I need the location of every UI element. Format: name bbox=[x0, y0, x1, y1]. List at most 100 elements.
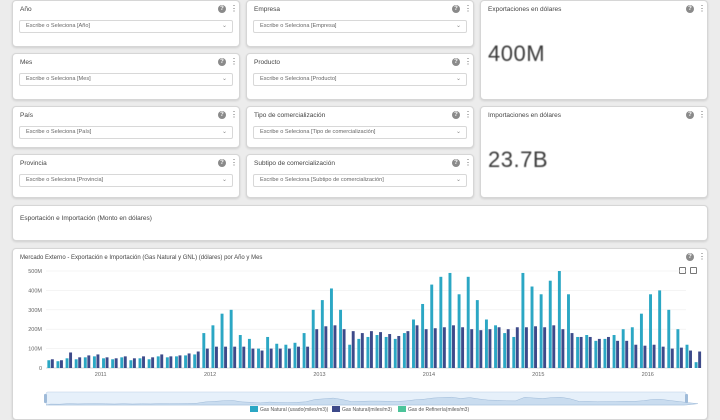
bar-series-1[interactable] bbox=[621, 329, 625, 368]
bar-series-2[interactable] bbox=[242, 346, 246, 368]
chevron-down-icon[interactable]: ⌄ bbox=[455, 177, 461, 183]
info-icon[interactable]: ? bbox=[218, 58, 226, 66]
bar-series-1[interactable] bbox=[257, 348, 260, 368]
bar-series-2[interactable] bbox=[123, 356, 127, 368]
info-icon[interactable]: ? bbox=[686, 5, 694, 13]
bar-series-1[interactable] bbox=[65, 358, 69, 368]
bar-series-1[interactable] bbox=[585, 335, 589, 368]
chevron-down-icon[interactable]: ⌄ bbox=[221, 76, 227, 82]
bar-series-1[interactable] bbox=[439, 276, 443, 368]
bar-series-1[interactable] bbox=[302, 333, 306, 368]
bar-series-2[interactable] bbox=[379, 332, 383, 368]
expand-icon[interactable] bbox=[679, 267, 686, 274]
provincia-select[interactable]: Escribe o Seleciona [Provincia] ⌄ bbox=[19, 174, 233, 187]
bar-series-1[interactable] bbox=[466, 276, 470, 368]
bar-series-2[interactable] bbox=[689, 350, 692, 368]
tipo-comercializacion-select[interactable]: Escribe o Seleciona [Tipo de comercializ… bbox=[253, 126, 467, 139]
bar-series-1[interactable] bbox=[576, 336, 580, 368]
bar-series-1[interactable] bbox=[658, 290, 662, 368]
bar-series-2[interactable] bbox=[96, 354, 100, 368]
bar-series-1[interactable] bbox=[220, 313, 224, 368]
range-handle-left[interactable] bbox=[44, 394, 47, 403]
bar-series-1[interactable] bbox=[685, 344, 689, 368]
bar-series-1[interactable] bbox=[293, 342, 297, 368]
bar-series-1[interactable] bbox=[311, 309, 315, 368]
bar-series-1[interactable] bbox=[120, 357, 124, 368]
bar-series-2[interactable] bbox=[342, 329, 346, 368]
bar-series-1[interactable] bbox=[503, 333, 507, 368]
bar-series-1[interactable] bbox=[111, 359, 115, 368]
bar-series-1[interactable] bbox=[266, 336, 270, 368]
bar-series-1[interactable] bbox=[457, 294, 461, 368]
copy-icon[interactable] bbox=[690, 267, 697, 274]
bar-series-1[interactable] bbox=[193, 354, 197, 368]
bar-series-2[interactable] bbox=[552, 325, 556, 368]
bar-series-2[interactable] bbox=[142, 356, 145, 368]
bar-series-2[interactable] bbox=[50, 359, 54, 368]
info-icon[interactable]: ? bbox=[452, 58, 460, 66]
bar-series-2[interactable] bbox=[515, 327, 519, 368]
bar-series-2[interactable] bbox=[406, 331, 410, 368]
bar-series-2[interactable] bbox=[588, 336, 592, 368]
bar-series-1[interactable] bbox=[676, 329, 680, 368]
info-icon[interactable]: ? bbox=[686, 253, 694, 261]
bar-series-2[interactable] bbox=[661, 346, 665, 368]
producto-select[interactable]: Escribe o Seleciona [Producto] ⌄ bbox=[253, 73, 467, 86]
empresa-select[interactable]: Escribe o Seleciona [Empresa] ⌄ bbox=[253, 20, 467, 33]
bar-series-2[interactable] bbox=[87, 355, 91, 368]
bar-series-1[interactable] bbox=[567, 294, 570, 368]
bar-series-1[interactable] bbox=[238, 335, 242, 368]
info-icon[interactable]: ? bbox=[218, 159, 226, 167]
chevron-down-icon[interactable]: ⌄ bbox=[455, 23, 461, 29]
bar-series-1[interactable] bbox=[694, 362, 698, 368]
bar-series-1[interactable] bbox=[548, 280, 552, 368]
bar-series-2[interactable] bbox=[151, 357, 155, 368]
bar-series-2[interactable] bbox=[315, 329, 319, 368]
bar-series-2[interactable] bbox=[169, 356, 173, 368]
bar-series-1[interactable] bbox=[329, 288, 333, 368]
chevron-down-icon[interactable]: ⌄ bbox=[221, 177, 227, 183]
bar-series-2[interactable] bbox=[607, 336, 610, 368]
bar-series-1[interactable] bbox=[147, 359, 151, 368]
bar-series-1[interactable] bbox=[612, 335, 616, 368]
bar-series-1[interactable] bbox=[102, 358, 105, 368]
pais-select[interactable]: Escribe o Seleciona [País] ⌄ bbox=[19, 126, 233, 139]
bar-series-2[interactable] bbox=[287, 348, 291, 368]
info-icon[interactable]: ? bbox=[218, 111, 226, 119]
bar-series-2[interactable] bbox=[196, 351, 200, 368]
bar-series-1[interactable] bbox=[448, 272, 452, 368]
bar-series-2[interactable] bbox=[306, 346, 310, 368]
bar-series-2[interactable] bbox=[433, 328, 437, 368]
bar-series-1[interactable] bbox=[375, 335, 379, 368]
bar-series-2[interactable] bbox=[452, 325, 455, 368]
bar-series-1[interactable] bbox=[484, 319, 488, 369]
bar-series-2[interactable] bbox=[69, 352, 73, 368]
bar-series-2[interactable] bbox=[178, 355, 182, 368]
bar-series-1[interactable] bbox=[539, 294, 543, 368]
bar-series-1[interactable] bbox=[247, 338, 251, 368]
bar-series-1[interactable] bbox=[630, 327, 634, 368]
bar-series-2[interactable] bbox=[269, 348, 273, 368]
bar-series-2[interactable] bbox=[698, 351, 702, 368]
bar-series-1[interactable] bbox=[521, 272, 525, 368]
bar-series-2[interactable] bbox=[132, 358, 136, 368]
bar-series-2[interactable] bbox=[224, 346, 228, 368]
bar-series-2[interactable] bbox=[187, 353, 191, 368]
bar-series-2[interactable] bbox=[415, 325, 419, 368]
bar-series-2[interactable] bbox=[233, 346, 237, 368]
bar-series-1[interactable] bbox=[92, 356, 96, 368]
bar-series-2[interactable] bbox=[60, 360, 63, 368]
bar-series-1[interactable] bbox=[603, 338, 607, 368]
bar-series-1[interactable] bbox=[366, 336, 370, 368]
bar-series-2[interactable] bbox=[561, 329, 565, 368]
bar-series-2[interactable] bbox=[369, 331, 373, 368]
bar-series-1[interactable] bbox=[339, 309, 343, 368]
bar-series-1[interactable] bbox=[156, 356, 160, 368]
mes-select[interactable]: Escribe o Seleciona [Mes] ⌄ bbox=[19, 73, 233, 86]
info-icon[interactable]: ? bbox=[218, 5, 226, 13]
bar-series-1[interactable] bbox=[667, 309, 671, 368]
bar-series-2[interactable] bbox=[479, 330, 483, 368]
bar-series-2[interactable] bbox=[397, 335, 401, 368]
bar-series-2[interactable] bbox=[424, 329, 428, 368]
bar-series-1[interactable] bbox=[47, 360, 51, 368]
